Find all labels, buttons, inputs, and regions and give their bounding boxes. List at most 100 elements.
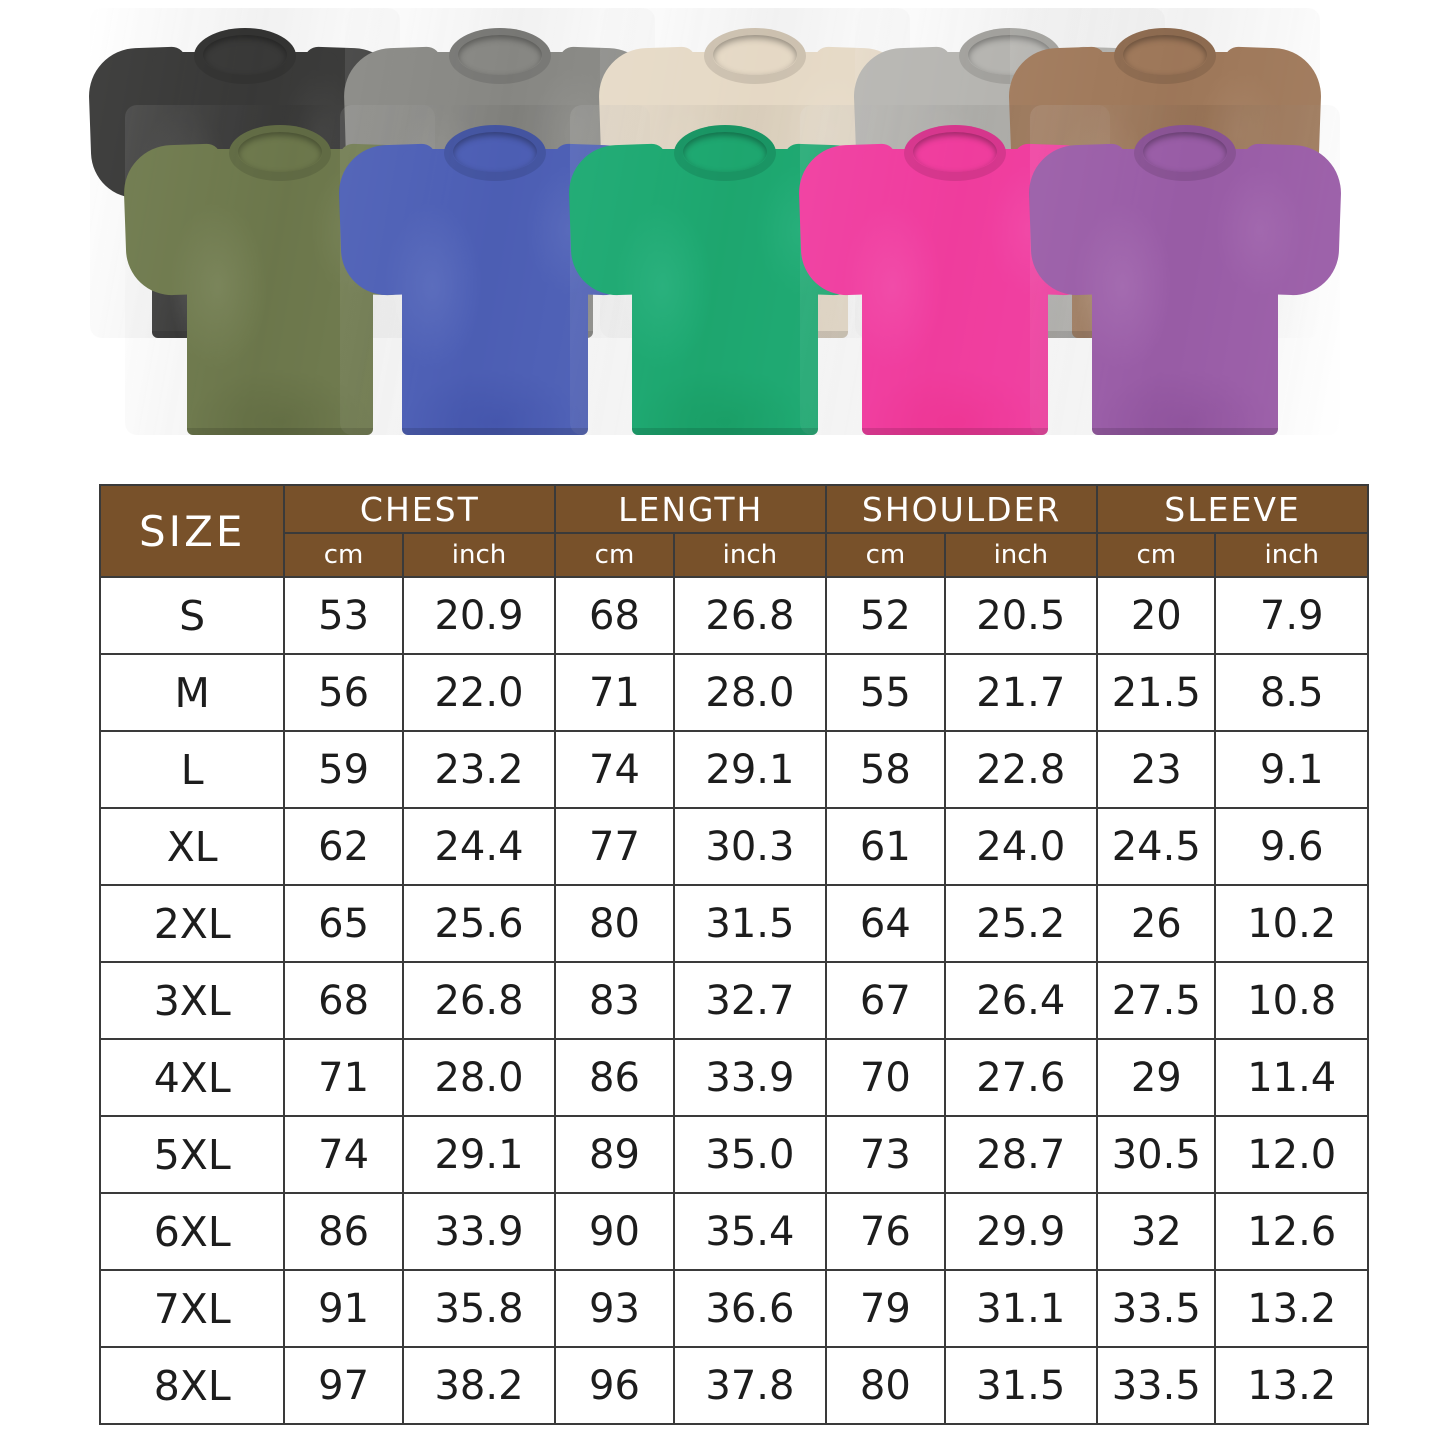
cell-shoulder_cm: 79: [825, 1269, 946, 1348]
size-chart-container: SIZE CHEST LENGTH SHOULDER SLEEVE cm inc…: [98, 484, 1369, 1425]
header-chest-cm: cm: [283, 532, 404, 578]
cell-sleeve_in: 7.9: [1214, 576, 1369, 655]
cell-length_in: 35.0: [672, 1115, 828, 1194]
cell-length_in: 33.9: [672, 1038, 828, 1117]
cell-shoulder_in: 28.7: [943, 1115, 1099, 1194]
cell-length_in: 26.8: [672, 576, 828, 655]
table-row: 5XL 74 29.1 89 35.0 73 28.7 30.5 12.0: [98, 1115, 1369, 1194]
cell-length_cm: 86: [554, 1038, 675, 1117]
cell-shoulder_in: 27.6: [943, 1038, 1099, 1117]
cell-sleeve_in: 13.2: [1214, 1346, 1369, 1425]
shirt-olive-neck-opening: [238, 132, 322, 172]
shirt-green-neck-opening: [683, 132, 767, 172]
cell-shoulder_in: 22.8: [943, 730, 1099, 809]
cell-chest_cm: 59: [283, 730, 404, 809]
cell-shoulder_cm: 52: [825, 576, 946, 655]
table-row: L 59 23.2 74 29.1 58 22.8 23 9.1: [98, 730, 1369, 809]
cell-length_in: 32.7: [672, 961, 828, 1040]
shirt-pink-neck-opening: [913, 132, 997, 172]
shirt-brown-neck-opening: [1123, 35, 1207, 75]
shirt-green-body: [632, 149, 818, 435]
cell-chest_in: 26.8: [401, 961, 557, 1040]
shirt-purple-neck-opening: [1143, 132, 1227, 172]
cell-chest_in: 23.2: [401, 730, 557, 809]
table-row: 6XL 86 33.9 90 35.4 76 29.9 32 12.6: [98, 1192, 1369, 1271]
cell-shoulder_cm: 55: [825, 653, 946, 732]
cell-chest_cm: 91: [283, 1269, 404, 1348]
header-chest-inch: inch: [401, 532, 557, 578]
cell-sleeve_in: 12.6: [1214, 1192, 1369, 1271]
cell-chest_cm: 86: [283, 1192, 404, 1271]
cell-chest_in: 33.9: [401, 1192, 557, 1271]
shirt-blue-hem: [402, 428, 588, 435]
size-label-5xl: 5XL: [98, 1115, 286, 1194]
cell-chest_in: 25.6: [401, 884, 557, 963]
shirt-purple-hem: [1092, 428, 1278, 435]
size-label-4xl: 4XL: [98, 1038, 286, 1117]
size-label-2xl: 2XL: [98, 884, 286, 963]
cell-chest_cm: 56: [283, 653, 404, 732]
cell-chest_in: 24.4: [401, 807, 557, 886]
size-label-6xl: 6XL: [98, 1192, 286, 1271]
header-row-groups: SIZE CHEST LENGTH SHOULDER SLEEVE: [98, 484, 1369, 578]
size-chart-header: SIZE CHEST LENGTH SHOULDER SLEEVE cm inc…: [98, 484, 1369, 578]
size-label-3xl: 3XL: [98, 961, 286, 1040]
cell-shoulder_in: 31.1: [943, 1269, 1099, 1348]
cell-shoulder_cm: 70: [825, 1038, 946, 1117]
shirt-purple[interactable]: [1027, 105, 1343, 435]
header-group-chest: CHEST: [283, 484, 557, 534]
cell-length_in: 35.4: [672, 1192, 828, 1271]
shirt-green-hem: [632, 428, 818, 435]
cell-chest_cm: 68: [283, 961, 404, 1040]
header-group-length: LENGTH: [554, 484, 828, 534]
shirt-cream-neck-opening: [713, 35, 797, 75]
cell-length_cm: 96: [554, 1346, 675, 1425]
cell-shoulder_cm: 67: [825, 961, 946, 1040]
cell-shoulder_cm: 80: [825, 1346, 946, 1425]
cell-chest_in: 38.2: [401, 1346, 557, 1425]
shirt-purple-body: [1092, 149, 1278, 435]
shirt-pink-body: [862, 149, 1048, 435]
size-label-l: L: [98, 730, 286, 809]
size-label-m: M: [98, 653, 286, 732]
size-label-s: S: [98, 576, 286, 655]
cell-sleeve_cm: 26: [1096, 884, 1217, 963]
size-label-xl: XL: [98, 807, 286, 886]
cell-sleeve_in: 9.6: [1214, 807, 1369, 886]
cell-length_cm: 74: [554, 730, 675, 809]
cell-sleeve_cm: 21.5: [1096, 653, 1217, 732]
shirt-blue-body: [402, 149, 588, 435]
table-row: 3XL 68 26.8 83 32.7 67 26.4 27.5 10.8: [98, 961, 1369, 1040]
header-length-cm: cm: [554, 532, 675, 578]
header-size: SIZE: [98, 484, 286, 578]
cell-shoulder_in: 21.7: [943, 653, 1099, 732]
cell-shoulder_cm: 64: [825, 884, 946, 963]
cell-chest_cm: 53: [283, 576, 404, 655]
cell-length_cm: 71: [554, 653, 675, 732]
cell-chest_in: 22.0: [401, 653, 557, 732]
shirt-olive-hem: [187, 428, 373, 435]
table-row: S 53 20.9 68 26.8 52 20.5 20 7.9: [98, 576, 1369, 655]
cell-shoulder_cm: 61: [825, 807, 946, 886]
header-sleeve-inch: inch: [1214, 532, 1369, 578]
cell-sleeve_in: 10.2: [1214, 884, 1369, 963]
cell-length_in: 28.0: [672, 653, 828, 732]
table-row: XL 62 24.4 77 30.3 61 24.0 24.5 9.6: [98, 807, 1369, 886]
cell-chest_in: 35.8: [401, 1269, 557, 1348]
cell-sleeve_in: 13.2: [1214, 1269, 1369, 1348]
cell-length_in: 30.3: [672, 807, 828, 886]
cell-sleeve_cm: 27.5: [1096, 961, 1217, 1040]
cell-length_cm: 89: [554, 1115, 675, 1194]
cell-length_cm: 83: [554, 961, 675, 1040]
cell-sleeve_cm: 33.5: [1096, 1269, 1217, 1348]
shirt-gray-neck-opening: [458, 35, 542, 75]
cell-chest_cm: 71: [283, 1038, 404, 1117]
cell-chest_cm: 97: [283, 1346, 404, 1425]
cell-chest_in: 20.9: [401, 576, 557, 655]
cell-length_cm: 68: [554, 576, 675, 655]
cell-sleeve_cm: 30.5: [1096, 1115, 1217, 1194]
cell-shoulder_in: 25.2: [943, 884, 1099, 963]
cell-length_in: 37.8: [672, 1346, 828, 1425]
header-shoulder-cm: cm: [825, 532, 946, 578]
cell-length_in: 36.6: [672, 1269, 828, 1348]
